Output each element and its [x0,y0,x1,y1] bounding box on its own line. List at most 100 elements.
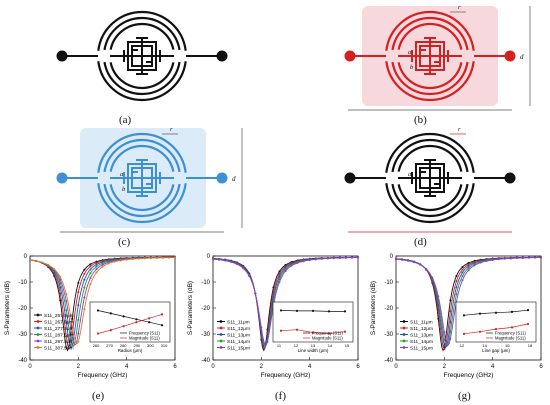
legend-marker [402,326,406,330]
legend-entry: S11_11μm [410,320,433,326]
series-marker [41,261,44,264]
legend-entry: S11_257.5μm [44,313,74,319]
dimension-a-label: a [120,171,123,178]
x-tick-label: 6 [356,364,360,370]
y-tick-label: -10 [201,280,210,286]
dimension-a-label: a [408,171,411,178]
panel-label-a: (a) [119,114,132,126]
panel-label-c: (c) [118,236,131,248]
y-tick-label: -20 [384,306,393,312]
inset-marker [279,329,283,332]
series-marker [326,257,329,260]
spiral-ring [103,16,181,51]
spiral-ring [97,10,187,51]
chart-g: 0 2 4 6 0 -10 -20 -30 -40 Frequency (GHz) S-Parame… [370,254,543,379]
series-marker [455,280,458,283]
series-marker [89,268,92,271]
inset-legend-entry: Magnitude (S11) [312,336,343,341]
spiral-ring [397,22,463,50]
series-marker [461,265,464,268]
series-marker [413,261,416,264]
y-tick-label: -40 [384,358,393,364]
series-marker [485,260,488,263]
series-marker [437,295,440,298]
legend-marker [219,333,223,336]
series-marker [467,265,470,268]
series-marker [95,268,98,271]
series-marker [71,336,74,339]
series-marker [167,256,170,259]
meander-segment [132,49,152,63]
series-marker [266,340,269,343]
inset-x-tick-label: 18 [528,343,533,348]
inset-x-tick-label: 280 [120,343,127,348]
inset-marker [327,332,331,335]
legend-marker [219,326,223,330]
x-axis-label: Frequency (GHz) [444,372,494,379]
chart-e: 0 2 4 6 0 -10 -20 -30 -40 Frequency (GHz) S-Parame… [4,254,177,379]
x-axis-label: Frequency (GHz) [78,372,128,379]
inset-marker [510,326,514,329]
series-marker [290,264,293,267]
series-marker [284,270,287,273]
meander-segment [132,171,152,185]
resonator-geometry [56,10,228,102]
series-marker [29,258,31,261]
inset-legend-entry: Frequency (S11) [312,331,343,336]
series-marker [95,265,98,268]
resonator-diagram-a [56,10,228,102]
meander-segment [420,171,440,185]
port-pad-left [344,172,356,184]
x-tick-label: 0 [394,364,398,370]
legend-marker [36,346,40,349]
series-marker [59,278,62,281]
meander-segment [127,163,157,193]
legend-marker [36,333,40,336]
spiral-ring [109,144,175,172]
series-marker [449,321,452,324]
inset-marker [295,309,299,312]
y-tick-label: 0 [207,254,211,260]
spiral-ring [385,10,475,51]
inset-marker [122,325,125,328]
legend-marker [219,346,223,349]
series-marker [89,272,92,275]
x-tick-label: 6 [173,364,177,370]
meander-segment [415,163,445,193]
legend-entry: S11_14μm [410,339,433,345]
series-marker [278,272,281,275]
series-marker [174,256,176,259]
series-marker [230,261,233,264]
inset-x-tick-label: 16 [505,343,510,348]
y-tick-label: -30 [18,332,27,338]
x-axis-label: Frequency (GHz) [261,372,311,379]
resonator-diagram-d: cra [344,126,516,233]
series-marker [143,257,146,260]
spiral-ring [391,16,469,51]
legend-marker [36,326,40,330]
series-marker [527,256,530,259]
meander-segment [420,49,440,63]
legend-entry: S11_15μm [410,346,433,352]
x-tick-label: 0 [211,364,215,370]
series-marker [540,256,542,259]
legend-marker [402,320,406,323]
series-marker [89,277,92,280]
series-marker [65,292,68,295]
series-marker [260,326,263,329]
dimension-annotations: cdrab [60,126,243,233]
series-marker [83,278,86,281]
series-marker [302,260,305,263]
legend-entry: S11_297.5μm [44,339,74,345]
y-tick-label: -10 [384,280,393,286]
legend-marker [36,339,40,343]
legend-marker [402,346,406,349]
panel-label-b: (b) [414,114,427,126]
y-tick-label: -10 [18,280,27,286]
series-marker [467,263,470,266]
y-tick-label: -40 [18,358,27,364]
series-marker [443,344,446,347]
inset-marker [462,332,466,335]
inset-magnitude-line [97,314,163,334]
series-marker [59,276,62,279]
